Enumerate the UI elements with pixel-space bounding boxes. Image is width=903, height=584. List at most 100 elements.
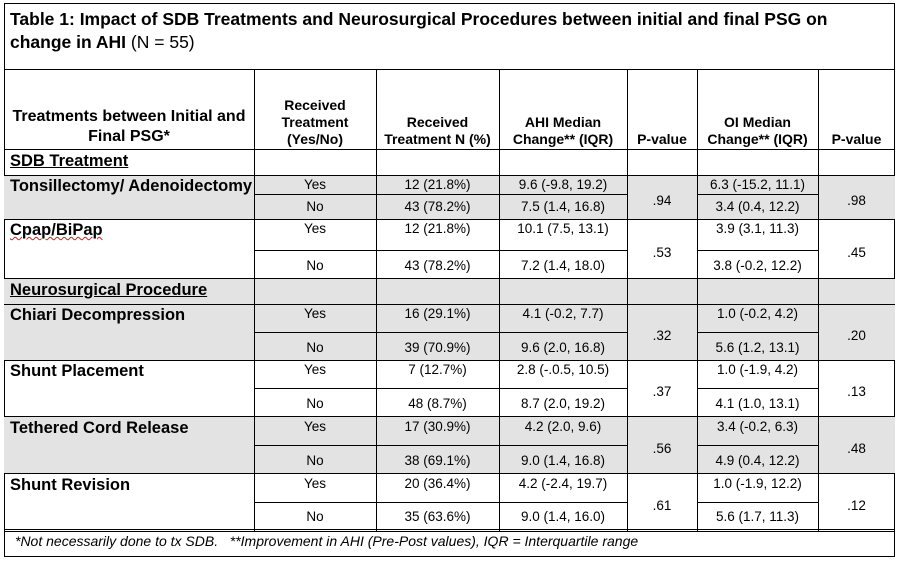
cell-pvalue-oi: .20 xyxy=(818,304,895,360)
header-oi-change: OI Median Change** (IQR) xyxy=(697,70,818,149)
subrow-rule xyxy=(697,445,818,446)
subrow-rule xyxy=(697,332,818,333)
cell-ahi-change: 2.8 (-.0.5, 10.5) xyxy=(516,362,610,377)
group-label: Shunt Placement xyxy=(4,360,254,416)
cell-n-percent: 38 (69.1%) xyxy=(376,445,499,473)
cell-received: Yes xyxy=(303,476,327,491)
header-treatment-label: Treatments between Initial and Final PSG… xyxy=(12,108,246,145)
cell-oi-change: 1.0 (-1.9, 4.2) xyxy=(716,362,799,377)
cell-pvalue-oi: .13 xyxy=(847,384,866,399)
section-cell xyxy=(697,278,818,304)
cell-pvalue-ahi: .32 xyxy=(627,304,697,360)
column-rule xyxy=(254,70,255,531)
section-cell xyxy=(818,278,895,304)
header-ahi-change-label: AHI Median Change** (IQR) xyxy=(512,114,614,147)
cell-pvalue-oi: .48 xyxy=(818,417,895,473)
title-divider xyxy=(4,69,895,70)
cell-oi-change: 4.1 (1.0, 13.1) xyxy=(715,396,800,411)
header-oi-change-label: OI Median Change** (IQR) xyxy=(707,114,808,147)
cell-pvalue-ahi: .53 xyxy=(652,244,672,260)
section-cell xyxy=(499,278,627,304)
cell-received: No xyxy=(254,194,376,219)
section-rule xyxy=(4,304,895,305)
cell-n-percent: 12 (21.8%) xyxy=(376,175,499,194)
subrow-rule xyxy=(254,332,627,333)
subrow-rule xyxy=(697,194,818,195)
section-rule xyxy=(4,175,895,176)
section-cell xyxy=(818,149,895,175)
header-received-n: Received Treatment N (%) xyxy=(376,70,499,149)
cell-received: Yes xyxy=(303,221,327,236)
cell-oi-change: 3.9 (3.1, 11.3) xyxy=(715,221,800,236)
section-cell xyxy=(254,278,376,304)
section-cell xyxy=(254,149,376,175)
group-label: Tethered Cord Release xyxy=(4,417,254,473)
cell-oi-change: 5.6 (1.2, 13.1) xyxy=(697,332,818,360)
table-title-n: (N = 55) xyxy=(130,32,195,52)
subrow-rule xyxy=(697,388,818,389)
group-label: Shunt Revision xyxy=(4,474,254,529)
cell-received: No xyxy=(254,332,376,360)
header-pvalue-oi-label: P-value xyxy=(831,131,882,147)
cell-n-percent: 48 (8.7%) xyxy=(408,396,467,411)
cell-ahi-change: 9.6 (2.0, 16.8) xyxy=(499,332,627,360)
group-label-text: Shunt Placement xyxy=(10,362,144,380)
group-rule xyxy=(4,278,895,279)
group-label: Cpap/BiPap xyxy=(4,219,254,278)
cell-n-percent: 39 (70.9%) xyxy=(376,332,499,360)
cell-n-percent: 16 (29.1%) xyxy=(376,304,499,332)
column-rule xyxy=(376,70,377,531)
cell-oi-change: 5.6 (1.7, 11.3) xyxy=(715,509,800,524)
cell-received: No xyxy=(306,258,324,273)
cell-oi-change: 3.8 (-0.2, 12.2) xyxy=(713,258,802,273)
cell-oi-change: 3.4 (-0.2, 6.3) xyxy=(697,417,818,445)
subrow-rule xyxy=(254,388,627,389)
cell-n-percent: 35 (63.6%) xyxy=(404,509,471,524)
header-treatment: Treatments between Initial and Final PSG… xyxy=(4,70,254,149)
cell-n-percent: 17 (30.9%) xyxy=(376,417,499,445)
cell-received: No xyxy=(306,396,324,411)
cell-pvalue-oi: .98 xyxy=(818,175,895,219)
header-rule xyxy=(4,149,895,150)
header-ahi-change: AHI Median Change** (IQR) xyxy=(499,70,627,149)
cell-ahi-change: 9.6 (-9.8, 19.2) xyxy=(499,175,627,194)
header-received: Received Treatment (Yes/No) xyxy=(254,70,376,149)
cell-pvalue-oi: .45 xyxy=(847,244,866,260)
group-label: Chiari Decompression xyxy=(4,304,254,360)
cell-ahi-change: 10.1 (7.5, 13.1) xyxy=(517,221,609,236)
cell-ahi-change: 4.2 (-2.4, 19.7) xyxy=(518,476,608,491)
cell-pvalue-ahi: .37 xyxy=(652,384,672,399)
group-label-text: Shunt Revision xyxy=(10,476,131,494)
header-pvalue-ahi: P-value xyxy=(627,70,697,149)
section-cell xyxy=(627,149,697,175)
column-rule xyxy=(627,70,628,531)
cell-received: No xyxy=(254,445,376,473)
column-rule xyxy=(697,70,698,531)
header-pvalue-ahi-label: P-value xyxy=(637,131,687,147)
cell-oi-change: 1.0 (-0.2, 4.2) xyxy=(697,304,818,332)
group-rule xyxy=(4,360,895,361)
cell-n-percent: 7 (12.7%) xyxy=(408,362,467,377)
cell-n-percent: 43 (78.2%) xyxy=(404,258,471,273)
cell-received: No xyxy=(306,509,324,524)
cell-oi-change: 3.4 (0.4, 12.2) xyxy=(697,194,818,219)
header-received-n-label: Received Treatment N (%) xyxy=(384,114,491,147)
group-label-text: Tethered Cord Release xyxy=(10,419,189,437)
group-label-text: Cpap/BiPap xyxy=(10,221,103,239)
cell-ahi-change: 4.2 (2.0, 9.6) xyxy=(499,417,627,445)
subrow-rule xyxy=(697,250,818,251)
subrow-rule xyxy=(254,502,627,503)
section-cell xyxy=(499,149,627,175)
group-label-text: Chiari Decompression xyxy=(10,306,186,324)
column-rule xyxy=(818,70,819,531)
section-label-sdb: SDB Treatment xyxy=(10,152,129,170)
group-label-text: Tonsillectomy/ Adenoidectomy xyxy=(10,177,253,195)
subrow-rule xyxy=(697,502,818,503)
section-cell xyxy=(697,149,818,175)
header-pvalue-oi: P-value xyxy=(818,70,895,149)
subrow-rule xyxy=(254,194,627,195)
cell-received: Yes xyxy=(303,362,327,377)
table-bottom-rule xyxy=(4,531,895,532)
footnote: *Not necessarily done to tx SDB. **Impro… xyxy=(15,533,639,549)
cell-n-percent: 20 (36.4%) xyxy=(404,476,471,491)
